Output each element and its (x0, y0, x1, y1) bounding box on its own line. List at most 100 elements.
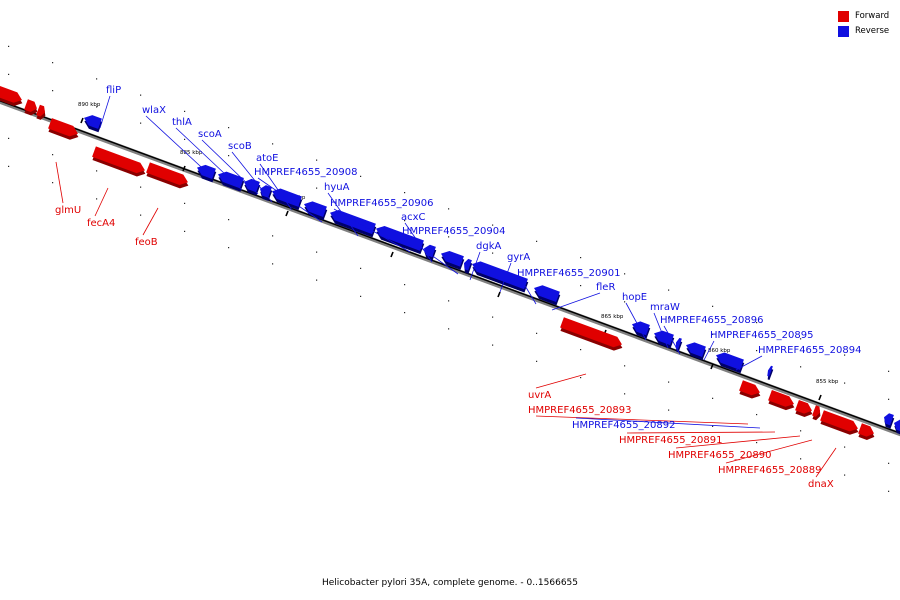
gene-box-body (884, 413, 894, 426)
background-dot (316, 279, 318, 281)
gene-label-fler[interactable]: fleR (596, 282, 615, 293)
reverse-gene-box[interactable] (881, 412, 895, 429)
gene-label-dnax[interactable]: dnaX (808, 479, 834, 490)
forward-gene-box[interactable] (559, 317, 625, 353)
legend-forward-swatch (838, 10, 849, 22)
gene-label-hmpref4655_20891[interactable]: HMPREF4655_20891 (619, 435, 722, 446)
reverse-gene-box[interactable] (301, 199, 328, 221)
background-dot (52, 90, 54, 92)
label-leader-line (175, 127, 243, 191)
gene-label-dgka[interactable]: dgkA (476, 241, 501, 252)
gene-label-hmpref4655_20892[interactable]: HMPREF4655_20892 (572, 420, 675, 431)
reverse-gene-box[interactable] (327, 208, 377, 238)
reverse-gene-box[interactable] (373, 224, 425, 255)
forward-gene-box[interactable] (0, 84, 25, 109)
gene-label-hmpref4655_20908[interactable]: HMPREF4655_20908 (254, 167, 357, 178)
label-leader-line (469, 251, 481, 281)
gene-box-body (330, 209, 376, 235)
background-dot (844, 474, 846, 476)
gene-label-glmu[interactable]: glmU (55, 205, 81, 216)
gene-label-hyua[interactable]: hyuA (324, 182, 350, 193)
label-leader-line (663, 325, 681, 355)
background-dot (668, 409, 670, 411)
gene-label-hmpref4655_20895[interactable]: HMPREF4655_20895 (710, 330, 813, 341)
reverse-gene-box[interactable] (765, 365, 774, 381)
gene-label-scob[interactable]: scoB (228, 141, 252, 152)
gene-label-hmpref4655_20904[interactable]: HMPREF4655_20904 (402, 226, 505, 237)
background-dot (888, 398, 890, 400)
forward-gene-box[interactable] (47, 118, 81, 142)
background-dot (888, 490, 890, 492)
gene-box-body (376, 225, 424, 251)
gene-label-acxc[interactable]: acxC (401, 212, 426, 223)
label-leader-line (551, 292, 601, 311)
background-dot (404, 220, 406, 222)
background-dot (756, 349, 758, 352)
gene-label-hmpref4655_20896[interactable]: HMPREF4655_20896 (660, 315, 763, 326)
gene-label-hope[interactable]: hopE (622, 292, 647, 303)
gene-label-feca4[interactable]: fecA4 (87, 218, 115, 229)
gene-box-body (24, 99, 38, 113)
gene-label-hmpref4655_20906[interactable]: HMPREF4655_20906 (330, 198, 433, 209)
reverse-gene-box[interactable] (891, 418, 900, 436)
label-leader-line (626, 431, 776, 434)
gene-label-uvra[interactable]: uvrA (528, 390, 551, 401)
reverse-gene-box[interactable] (81, 113, 103, 133)
label-leader-line (735, 355, 763, 371)
forward-gene-box[interactable] (91, 146, 148, 178)
label-leader-line (257, 177, 323, 223)
gene-label-hmpref4655_20893[interactable]: HMPREF4655_20893 (528, 405, 631, 416)
forward-gene-box[interactable] (738, 380, 763, 401)
background-dot (800, 338, 802, 340)
background-dot (52, 154, 54, 156)
forward-gene-box[interactable] (23, 99, 40, 117)
gene-label-hmpref4655_20890[interactable]: HMPREF4655_20890 (668, 450, 771, 461)
scale-tick-label: 890 kbp (78, 102, 101, 108)
label-leader-line (333, 208, 411, 253)
background-dot (316, 187, 318, 189)
background-dots (8, 45, 890, 492)
gene-label-flip[interactable]: fliP (106, 85, 121, 96)
reverse-gene-box[interactable] (438, 249, 465, 270)
forward-gene-box[interactable] (811, 405, 823, 421)
reverse-gene-box[interactable] (683, 340, 707, 361)
background-dot (8, 45, 10, 47)
label-leader-lines (55, 95, 837, 478)
forward-gene-box[interactable] (857, 423, 877, 442)
gene-box-body (36, 104, 46, 117)
background-dot (756, 441, 758, 444)
reverse-gene-box[interactable] (469, 259, 529, 293)
gene-label-scoa[interactable]: scoA (198, 129, 222, 140)
gene-box-body (560, 317, 622, 348)
reverse-gene-box[interactable] (461, 258, 473, 274)
label-leader-line (405, 236, 459, 275)
gene-label-gyra[interactable]: gyrA (507, 252, 530, 263)
gene-label-wlax[interactable]: wlaX (142, 105, 166, 116)
forward-gene-box[interactable] (819, 410, 861, 437)
forward-gene-box[interactable] (145, 162, 191, 190)
background-dot (492, 252, 494, 254)
gene-label-mraw[interactable]: mraW (650, 302, 680, 313)
gene-label-hmpref4655_20901[interactable]: HMPREF4655_20901 (517, 268, 620, 279)
genome-caption: Helicobacter pylori 35A, complete genome… (321, 578, 579, 588)
gene-label-thla[interactable]: thlA (172, 117, 192, 128)
scale-tick-mark (285, 210, 289, 217)
background-dot (800, 458, 802, 460)
background-dot (96, 106, 98, 108)
forward-gene-box[interactable] (794, 399, 815, 419)
gene-label-atoe[interactable]: atoE (256, 153, 279, 164)
gene-box-body (768, 389, 795, 407)
forward-gene-box[interactable] (767, 389, 797, 413)
reverse-gene-box[interactable] (531, 283, 561, 306)
gene-label-feob[interactable]: feoB (135, 237, 158, 248)
background-dot (756, 321, 758, 324)
label-leader-line (499, 262, 512, 293)
gene-box-body (686, 342, 706, 357)
gene-box-body (84, 115, 102, 129)
background-dot (184, 138, 186, 140)
gene-label-hmpref4655_20894[interactable]: HMPREF4655_20894 (758, 345, 861, 356)
gene-box-body (464, 258, 472, 271)
forward-gene-box[interactable] (35, 104, 48, 121)
gene-label-hmpref4655_20889[interactable]: HMPREF4655_20889 (718, 465, 821, 476)
